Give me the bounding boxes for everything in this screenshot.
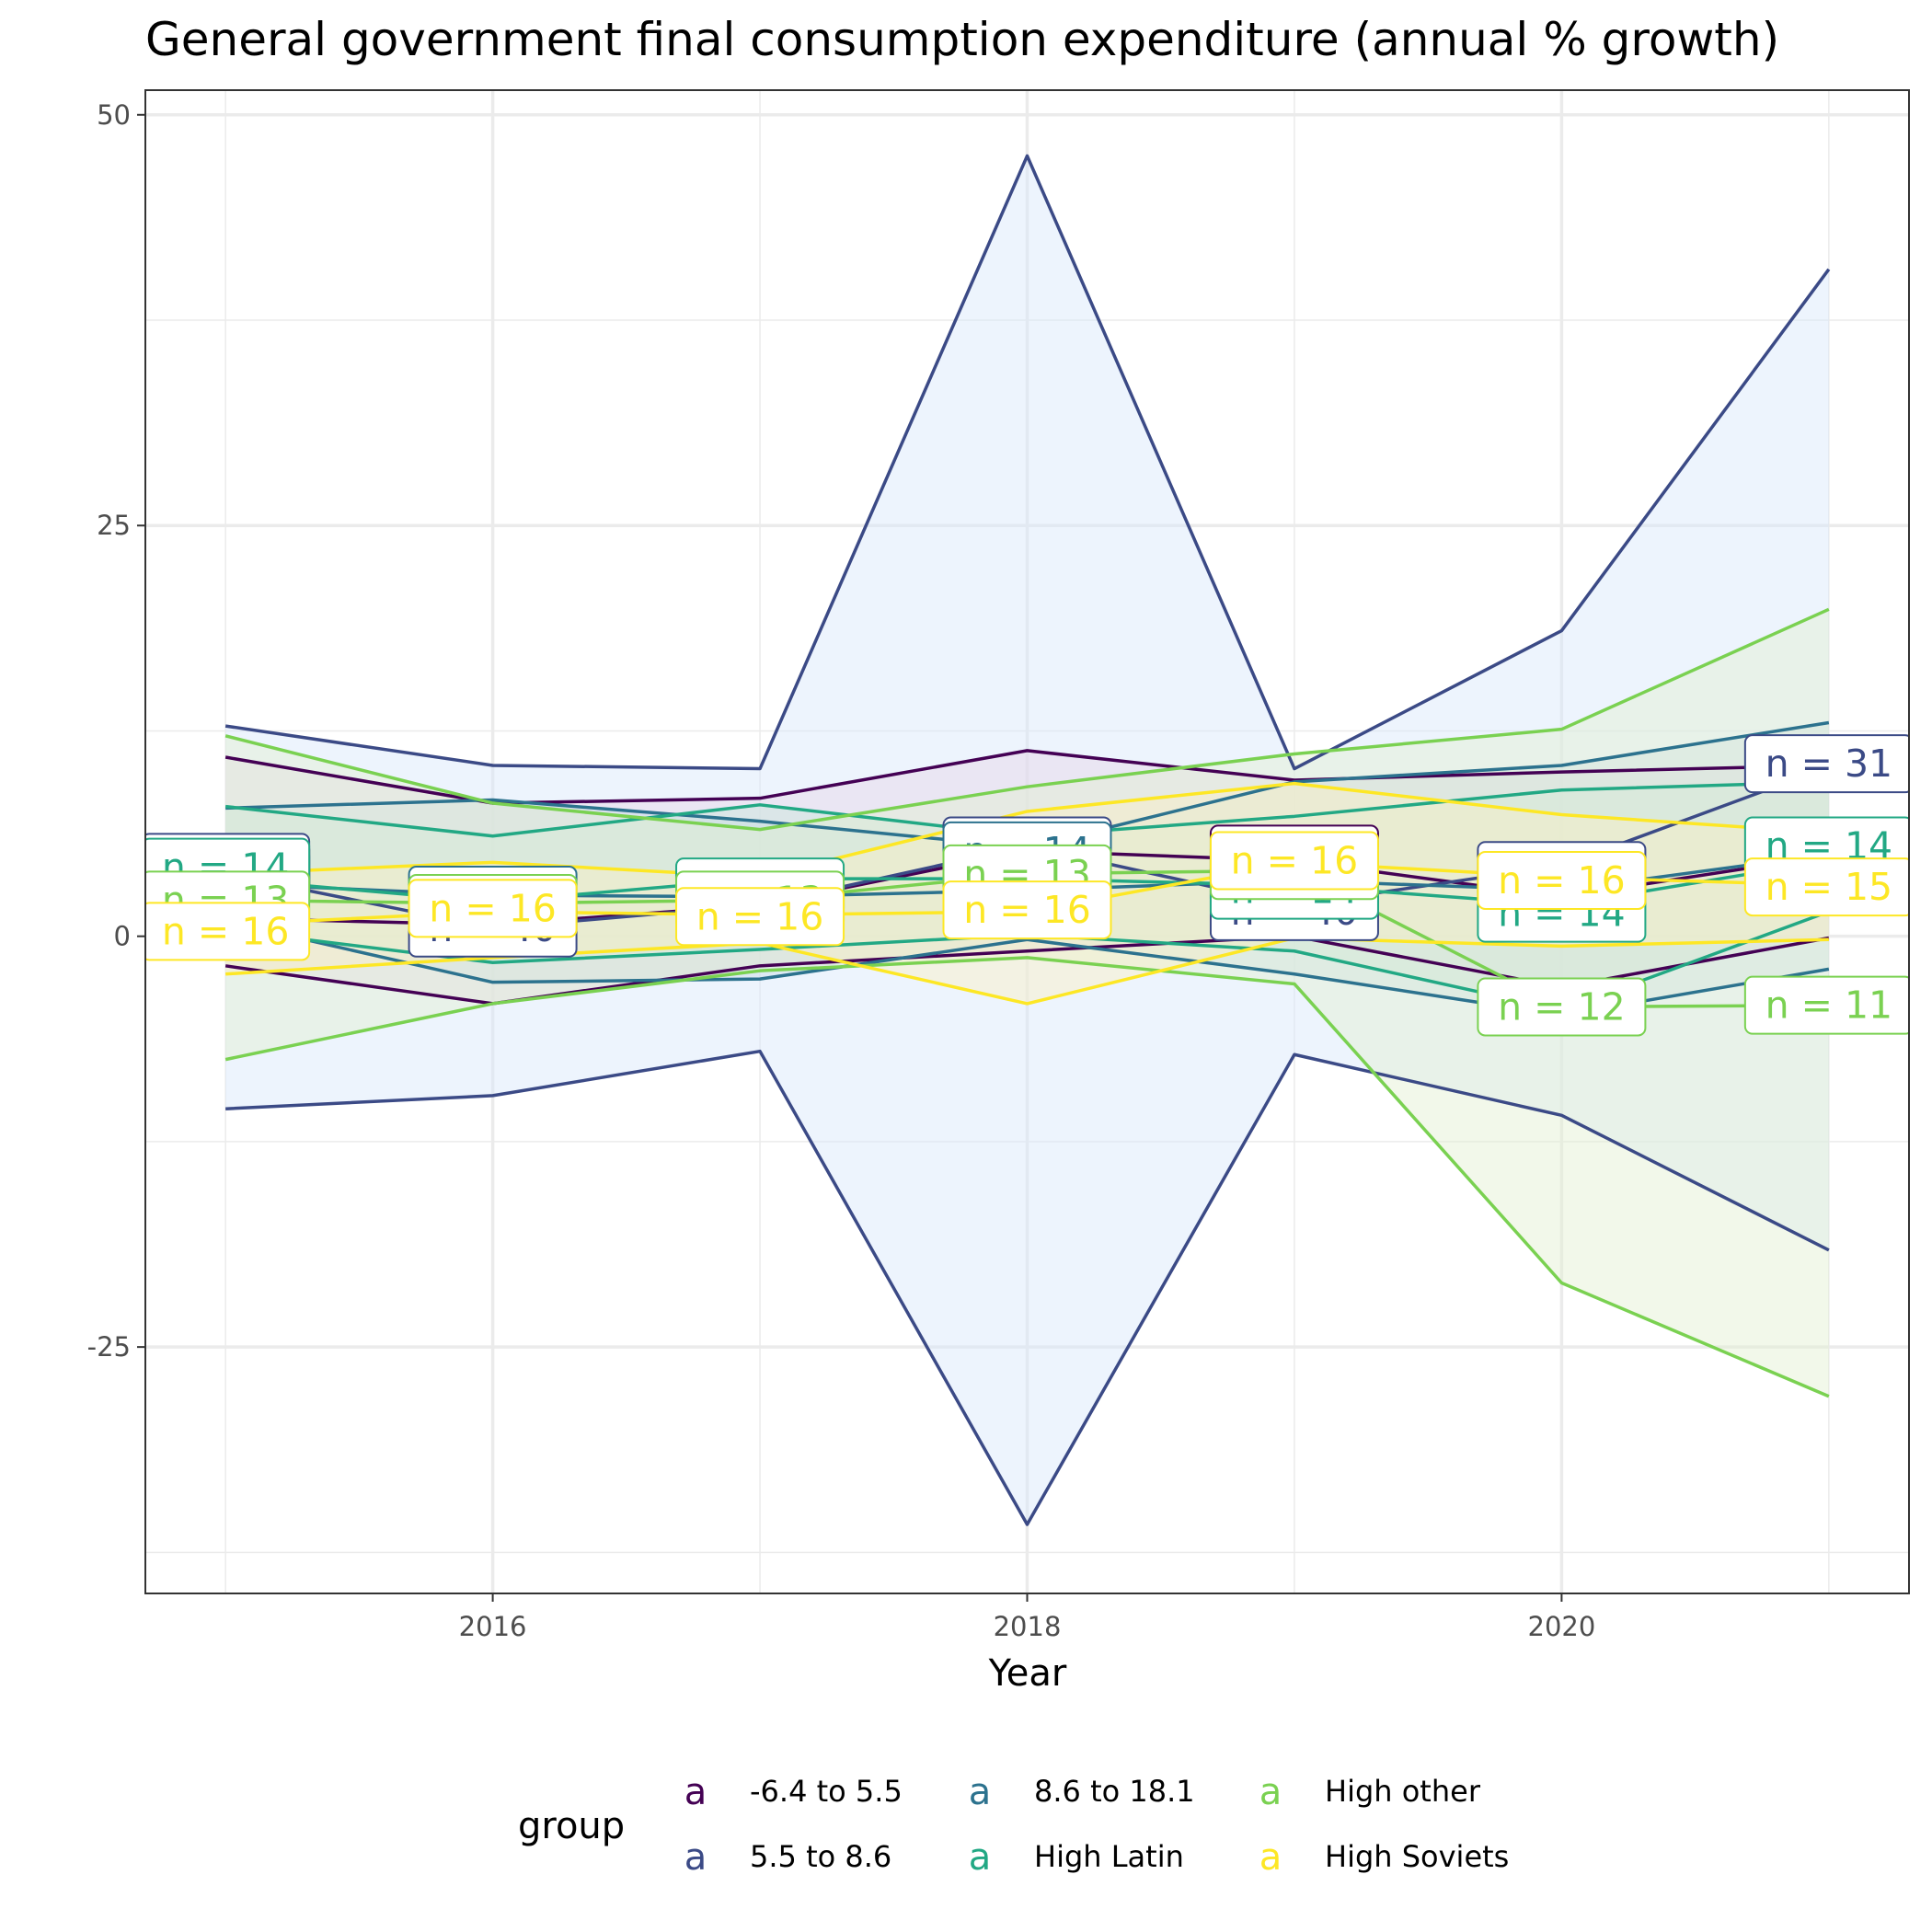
n-label-5-0: n = 16 [162, 909, 290, 953]
legend-key-4: a [1259, 1771, 1282, 1813]
series-line-4-lower [224, 956, 1830, 1398]
legend-label-2: 8.6 to 18.1 [1034, 1774, 1195, 1809]
y-tick-label-2: 25 [97, 510, 131, 541]
n-label-4-5: n = 12 [1498, 984, 1626, 1029]
x-tick-label-2: 2020 [1528, 1611, 1596, 1642]
legend-key-0: a [684, 1771, 707, 1813]
n-label-box-5-1 [408, 879, 578, 938]
legend: group a -6.4 to 5.5 a 5.5 to 8.6 a 8.6 to 18.1… [518, 1771, 1509, 1879]
x-axis-title: Year [988, 1652, 1067, 1695]
n-label-box-5-0 [145, 902, 311, 961]
axes: -25 0 25 50 2016 2018 2020 [87, 99, 1596, 1642]
series-line-5-lower [225, 936, 1829, 1006]
legend-label-0: -6.4 to 5.5 [750, 1774, 903, 1809]
n-label-5-1: n = 16 [429, 886, 557, 930]
chart-title: General government final consumption exp… [145, 13, 1779, 66]
series-line-4-upper [224, 607, 1830, 832]
y-tick-label-1: 0 [114, 921, 131, 952]
n-label-4-6: n = 11 [1765, 983, 1893, 1028]
series-line-1-lower [225, 1049, 1830, 1526]
legend-key-1: a [684, 1836, 707, 1879]
legend-title: group [518, 1805, 625, 1847]
n-labels: n = 16n = 16n = 40n = 40n = 40n = 40n = … [145, 734, 1909, 1037]
legend-label-5: High Soviets [1325, 1839, 1509, 1874]
x-tick-label-1: 2018 [994, 1611, 1062, 1642]
legend-label-1: 5.5 to 8.6 [750, 1839, 891, 1874]
n-label-box-5-2 [675, 887, 845, 947]
y-tick-label-0: -25 [87, 1331, 131, 1363]
x-tick-label-0: 2016 [459, 1611, 527, 1642]
legend-key-2: a [969, 1771, 992, 1813]
legend-label-3: High Latin [1034, 1839, 1184, 1874]
n-label-5-3: n = 16 [963, 888, 1091, 932]
n-label-box-5-6 [1743, 857, 1909, 917]
y-tick-label-3: 50 [97, 99, 131, 131]
legend-key-5: a [1259, 1836, 1282, 1879]
n-label-box-4-6 [1743, 975, 1909, 1035]
ribbon-4 [225, 609, 1829, 1397]
n-label-5-5: n = 16 [1498, 858, 1626, 903]
n-label-5-6: n = 15 [1765, 865, 1893, 909]
series-line-1-upper [224, 154, 1831, 771]
legend-label-4: High other [1325, 1774, 1481, 1809]
n-label-5-4: n = 16 [1231, 839, 1359, 883]
series-line-5-upper [225, 781, 1829, 880]
n-label-box-5-4 [1209, 831, 1379, 891]
plot-area: n = 16n = 16n = 40n = 40n = 40n = 40n = … [145, 154, 1909, 1526]
plot-panel: n = 16n = 16n = 40n = 40n = 40n = 40n = … [144, 89, 1910, 1594]
n-label-5-2: n = 16 [696, 894, 824, 938]
n-label-box-5-5 [1477, 850, 1647, 910]
n-label-box-4-5 [1477, 977, 1647, 1037]
legend-key-3: a [969, 1836, 992, 1879]
n-label-box-1-5 [1743, 734, 1909, 794]
n-label-1-5: n = 31 [1765, 742, 1893, 786]
n-label-box-5-3 [942, 880, 1112, 940]
